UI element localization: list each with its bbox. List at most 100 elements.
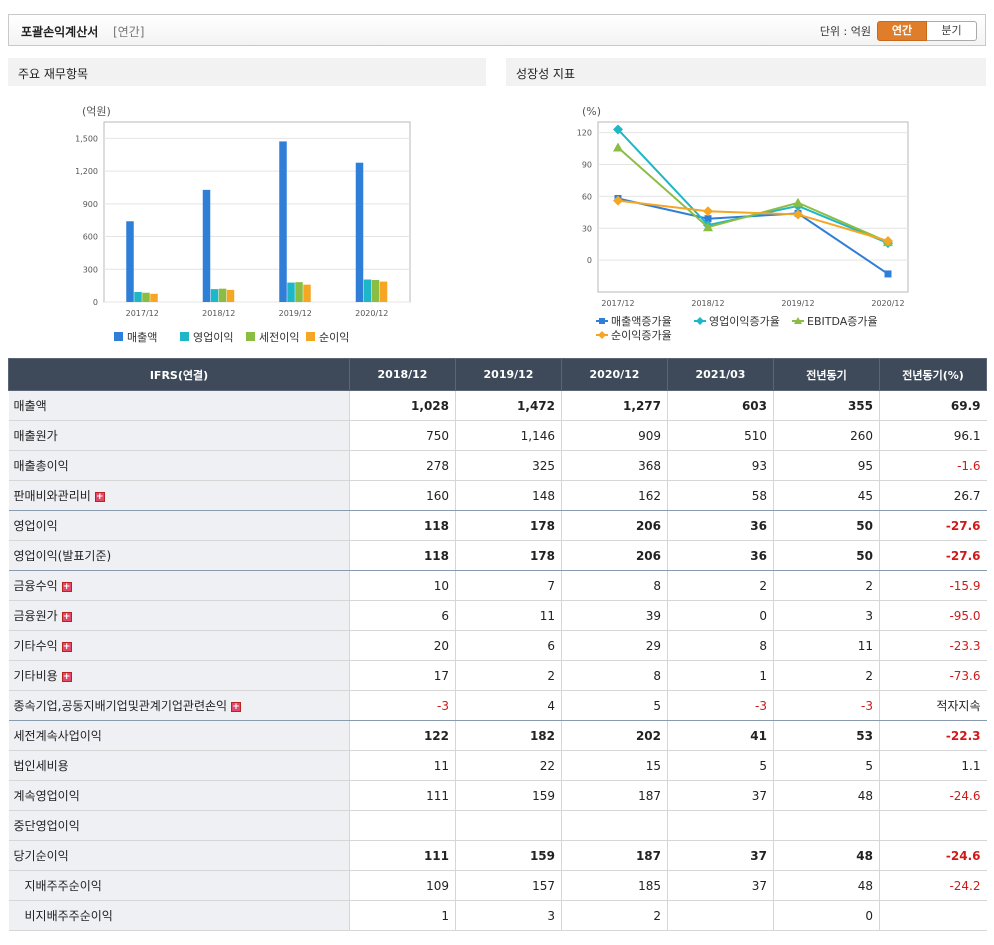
table-cell: 325	[455, 450, 562, 481]
line-x-tick: 2019/12	[781, 299, 814, 308]
expand-icon[interactable]: +	[94, 491, 105, 502]
data-point	[884, 270, 892, 278]
table-cell: -3	[667, 690, 774, 721]
bar-y-tick: 0	[93, 298, 98, 307]
line-y-tick: 30	[582, 224, 592, 233]
table-cell: 118	[349, 540, 456, 571]
table-cell: 178	[455, 540, 562, 571]
table-cell: 2	[773, 570, 880, 601]
row-label: 금융원가 +	[8, 600, 350, 631]
table-cell: 50	[773, 510, 880, 541]
table-cell: 206	[561, 510, 668, 541]
table-cell: 187	[561, 840, 668, 871]
row-label: 영업이익	[8, 510, 350, 541]
table-cell: 159	[455, 780, 562, 811]
table-cell: 36	[667, 540, 774, 571]
table-row: 영업이익(발표기준) 118 178 206 36 50 -27.6	[8, 540, 987, 571]
bar	[226, 289, 235, 302]
panel-title-left: 주요 재무항목	[8, 58, 486, 86]
period-toggle: 연간 분기	[877, 21, 977, 41]
row-label-text: 매출총이익	[13, 459, 69, 473]
table-cell: 17	[349, 660, 456, 691]
row-label: 기타비용 +	[8, 660, 350, 691]
row-label: 당기순이익	[8, 840, 350, 871]
line-plot-area	[597, 121, 909, 293]
table-cell: 206	[561, 540, 668, 571]
table-cell: 2	[773, 660, 880, 691]
line-y-label: (%)	[582, 105, 601, 118]
table-cell: 178	[455, 510, 562, 541]
table-row: 법인세비용 11 22 15 5 5 1.1	[8, 750, 987, 781]
tab-annual[interactable]: 연간	[877, 21, 927, 41]
table-cell: 122	[349, 720, 456, 751]
column-header: 전년동기	[773, 358, 880, 391]
legend-marker	[696, 317, 704, 325]
legend-label[interactable]: 매출액	[127, 331, 157, 344]
row-label-text: 영업이익(발표기준)	[13, 549, 112, 563]
table-row: 판매비와관리비 +160 148 162 58 45 26.7	[8, 480, 987, 511]
table-row: 기타비용 +17 2 8 1 2 -73.6	[8, 660, 987, 691]
line-chart: (%) 0 30 60 90 120 2017/12 2018/12 2019/12 2020/1…	[577, 105, 909, 342]
panel-title-right: 성장성 지표	[506, 58, 986, 86]
table-row: 당기순이익 111 159 187 37 48 -24.6	[8, 840, 987, 871]
data-point	[793, 209, 803, 220]
table-cell: 37	[667, 870, 774, 901]
table-cell: 5	[773, 750, 880, 781]
table-cell: -73.6	[879, 660, 987, 691]
expand-icon[interactable]: +	[231, 701, 242, 712]
table-cell: 20	[349, 630, 456, 661]
column-header: 2021/03	[667, 358, 774, 391]
table-cell: -23.3	[879, 630, 987, 661]
row-label-text: 기타비용	[13, 669, 58, 683]
table-cell: 159	[455, 840, 562, 871]
table-cell: 11	[773, 630, 880, 661]
table-cell: 37	[667, 840, 774, 871]
legend-label[interactable]: 영업이익증가율	[709, 315, 780, 328]
legend-label[interactable]: 세전이익	[259, 331, 299, 344]
legend-label[interactable]: 영업이익	[193, 331, 233, 344]
data-point	[703, 222, 713, 232]
row-label-text: 기타수익	[13, 639, 58, 653]
table-cell	[879, 900, 987, 931]
data-point	[883, 236, 893, 246]
legend-label[interactable]: 순이익	[319, 331, 349, 344]
row-label: 매출액	[8, 390, 350, 421]
row-label: 지배주주순이익	[8, 870, 350, 901]
table-cell: 4	[455, 690, 562, 721]
line-y-tick: 0	[587, 256, 592, 265]
legend-label[interactable]: 순이익증가율	[611, 329, 672, 342]
expand-icon[interactable]: +	[61, 671, 72, 682]
table-cell: -24.6	[879, 780, 987, 811]
tab-quarter[interactable]: 분기	[927, 21, 977, 41]
table-cell	[349, 810, 456, 841]
table-cell: 58	[667, 480, 774, 511]
data-point	[703, 206, 713, 217]
row-label: 판매비와관리비 +	[8, 480, 350, 511]
data-point	[793, 197, 803, 207]
row-label: 세전계속사업이익	[8, 720, 350, 751]
table-cell: 8	[561, 570, 668, 601]
table-cell	[667, 810, 774, 841]
table-row: 기타수익 +20 6 29 8 11 -23.3	[8, 630, 987, 661]
legend-label[interactable]: EBITDA증가율	[807, 315, 878, 328]
table-cell: 187	[561, 780, 668, 811]
legend-label[interactable]: 매출액증가율	[611, 315, 672, 328]
row-label-text: 법인세비용	[13, 759, 69, 773]
bar-x-tick: 2020/12	[355, 309, 388, 318]
table-cell: 36	[667, 510, 774, 541]
bar	[126, 221, 134, 302]
table-cell: 1,472	[455, 390, 562, 421]
expand-icon[interactable]: +	[61, 581, 72, 592]
bar-y-tick: 1,500	[75, 134, 98, 143]
table-cell	[879, 810, 987, 841]
expand-icon[interactable]: +	[61, 641, 72, 652]
table-cell: -3	[349, 690, 456, 721]
line-y-tick: 60	[582, 192, 592, 201]
expand-icon[interactable]: +	[61, 611, 72, 622]
unit-label: 단위 : 억원	[819, 25, 871, 38]
table-cell: 7	[455, 570, 562, 601]
bar-x-tick: 2017/12	[126, 309, 159, 318]
table-cell: -24.6	[879, 840, 987, 871]
table-cell: 148	[455, 480, 562, 511]
table-row: 세전계속사업이익 122 182 202 41 53 -22.3	[8, 720, 987, 751]
